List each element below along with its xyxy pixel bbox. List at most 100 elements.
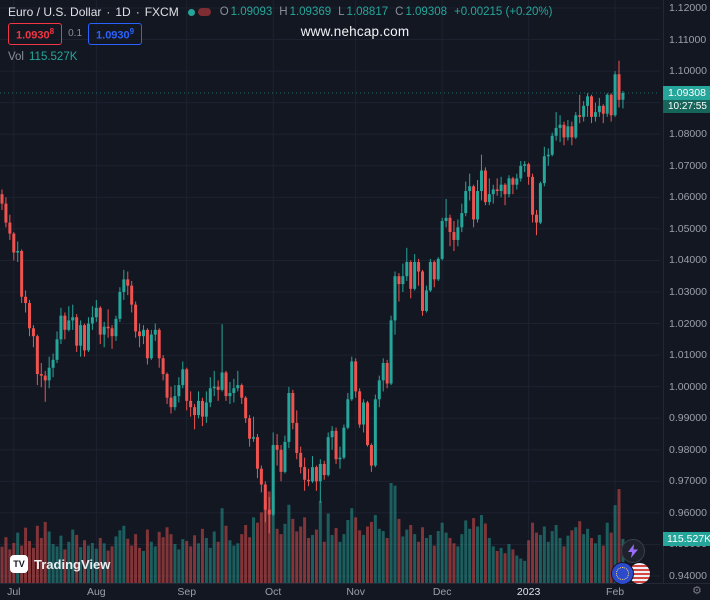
candle [303,457,307,491]
candle [436,257,440,281]
eu-flag-icon [611,562,634,585]
volume-bar [413,534,417,583]
volume-bar [310,534,314,583]
close-label: C [395,6,404,18]
volume-bar [248,537,252,583]
candle [358,388,362,428]
volume-bar [0,546,4,583]
volume-bar [75,534,79,583]
volume-bar [330,534,334,583]
site-watermark: www.nehcap.com [300,24,410,39]
instrument-flags[interactable] [611,562,651,585]
volume-bar [440,522,444,583]
volume-bar [448,537,452,583]
bid-price-sup: 8 [49,27,55,36]
gear-icon[interactable]: ⚙ [692,585,702,597]
volume-bar [259,512,263,583]
price-axis-label: 0.98000 [669,443,707,456]
candle [185,367,189,411]
candle [554,112,558,141]
volume-bar [193,535,197,583]
volume-bar [519,558,523,583]
candle [417,258,421,286]
volume-bar [566,535,570,583]
volume-bar [83,540,87,583]
open-value: 1.09093 [230,6,273,18]
candle [31,325,35,348]
candle [456,219,460,247]
volume-bar [534,532,538,583]
sell-button[interactable]: 1.09308 [8,23,63,45]
candle [55,331,59,363]
candle [342,424,346,460]
candle [307,468,311,487]
volume-bar [542,526,546,583]
volume-bar [590,537,593,583]
volume-bar [28,541,32,583]
volume-bar [444,532,448,583]
volume-bar [35,525,39,583]
volume-bar [51,544,55,583]
volume-bar [279,534,283,583]
volume-bar [122,525,126,583]
volume-bar [369,521,373,583]
volume-bar [287,504,291,583]
price-axis-label: 0.94000 [669,570,707,582]
candle [582,101,586,122]
candle [460,203,464,233]
symbol-title[interactable]: Euro / U.S. Dollar [8,5,102,19]
open-label: O [219,6,229,18]
volume-bar [389,483,393,583]
candle [499,176,503,198]
volume-bar [593,543,597,583]
candle [204,391,208,423]
legend-separator: · [135,5,140,19]
volume-bar [161,537,165,583]
volume-bar [578,521,582,583]
time-axis[interactable]: Jul Aug Sep Oct Nov Dec 2023 Feb [0,583,710,600]
volume-bar [452,543,456,583]
candle [24,290,28,313]
candle [503,183,507,206]
market-status-indicator[interactable] [187,8,211,16]
volume-bar [283,523,287,583]
candle [12,232,16,261]
candle [558,115,562,143]
status-pill-icon [197,8,211,16]
volume-bar [43,521,47,583]
candle [130,280,134,313]
candle [421,269,425,316]
volume-bar [59,535,63,583]
candle [601,104,605,124]
buy-button[interactable]: 1.09309 [88,23,143,45]
candle [252,416,256,442]
volume-bar [538,534,542,583]
tradingview-logo[interactable]: TV TradingView [10,555,110,573]
candle [83,323,87,357]
candle [479,154,483,201]
candle [208,377,212,408]
volume-bar [118,530,122,583]
volume-bar [110,546,114,583]
price-axis-label: 1.00000 [669,380,707,393]
price-axis-label: 1.03000 [669,286,707,298]
volume-bar [106,550,110,583]
volume-bar [90,542,94,583]
candle [570,121,574,146]
time-axis-label: Dec [432,586,452,598]
candle [279,445,283,482]
candle [550,132,554,157]
interval-value[interactable]: 1D [115,5,131,19]
instant-trading-button[interactable] [621,539,645,563]
candle [334,427,338,464]
volume-bar [220,508,224,583]
volume-bar [114,536,118,583]
price-axis-label: 1.10000 [669,65,707,78]
candle [283,435,287,474]
high-label: H [279,6,288,18]
volume-bar [483,523,487,583]
price-axis-label: 1.07000 [669,159,707,172]
volume-bar [165,527,169,583]
volume-bar [204,537,208,583]
